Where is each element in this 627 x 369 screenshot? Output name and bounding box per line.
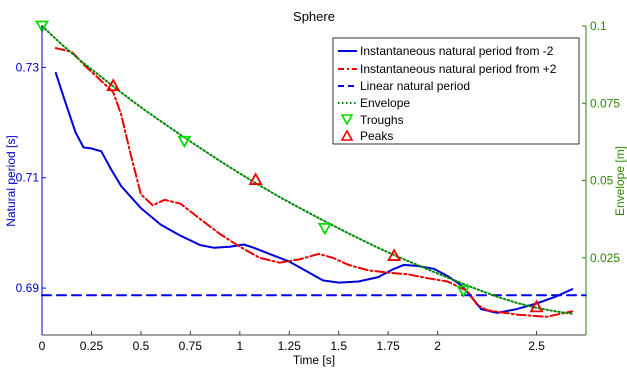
legend-box	[332, 37, 580, 145]
legend-label-troughs: Troughs	[360, 113, 404, 127]
x-tick-label: 1.25	[278, 339, 302, 353]
trough-marker	[177, 135, 192, 149]
legend-label-plus2: Instantaneous natural period from +2	[360, 62, 557, 76]
trough-marker	[317, 222, 332, 236]
peak-marker	[529, 299, 544, 313]
trough-marker	[456, 285, 471, 298]
x-tick-label: 1.5	[330, 339, 347, 353]
left-y-tick-label: 0.73	[16, 60, 40, 74]
left-y-tick-label: 0.69	[16, 281, 40, 295]
x-axis: 0 0.25 0.5 0.75 1 1.25 1.5 1.75 2 2.5	[39, 331, 545, 353]
x-axis-label: Time [s]	[293, 353, 335, 367]
peak-marker	[106, 78, 121, 92]
x-tick-label: 2.5	[528, 339, 545, 353]
left-y-axis: 0.69 0.71 0.73	[16, 60, 46, 295]
legend-swatch-troughs	[340, 114, 354, 126]
series-line-envelope	[41, 25, 574, 315]
left-y-axis-label: Natural period [s]	[4, 135, 18, 226]
legend-swatch-peaks	[340, 129, 354, 141]
peak-marker	[248, 172, 263, 185]
right-y-axis: 0.025 0.05 0.075 0.1	[582, 19, 620, 265]
x-tick-label: 1	[236, 339, 243, 353]
x-tick-label: 0.5	[133, 339, 150, 353]
right-y-tick-label: 0.05	[590, 174, 614, 188]
right-y-tick-label: 0.025	[590, 251, 620, 265]
left-y-tick-label: 0.71	[16, 171, 40, 185]
x-tick-label: 0.25	[80, 339, 104, 353]
series-line-plus2	[54, 47, 574, 318]
marker-layer	[34, 20, 544, 313]
right-y-tick-label: 0.075	[590, 96, 620, 110]
legend-label-peaks: Peaks	[360, 129, 393, 143]
right-y-axis-label: Envelope [m]	[613, 146, 627, 216]
chart-title: Sphere	[293, 9, 335, 24]
series-layer	[41, 25, 587, 318]
trough-marker	[34, 20, 50, 33]
x-tick-label: 0	[39, 339, 46, 353]
legend-label-minus2: Instantaneous natural period from -2	[360, 44, 554, 58]
x-tick-label: 0.75	[179, 339, 203, 353]
x-tick-label: 2	[434, 339, 441, 353]
legend-label-envelope: Envelope	[360, 96, 410, 110]
peak-marker	[387, 248, 402, 261]
right-y-tick-label: 0.1	[590, 19, 607, 33]
legend: Instantaneous natural period from -2 Ins…	[332, 37, 580, 145]
x-tick-label: 1.75	[377, 339, 401, 353]
legend-label-linear: Linear natural period	[360, 79, 470, 93]
